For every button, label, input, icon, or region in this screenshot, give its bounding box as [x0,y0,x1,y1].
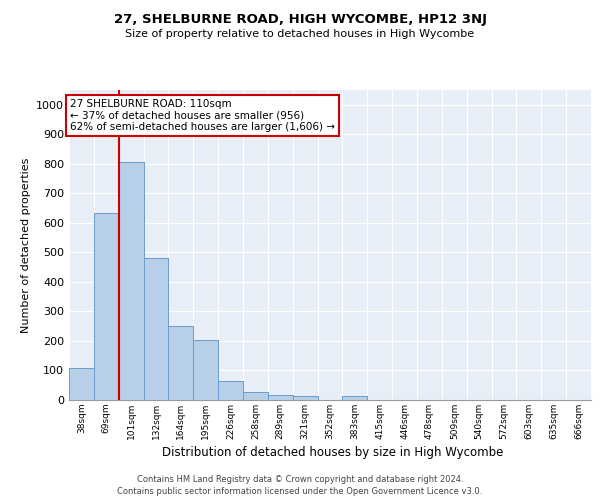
Bar [169,326,193,400]
Bar [94,212,119,400]
Text: 27 SHELBURNE ROAD: 110sqm
← 37% of detached houses are smaller (956)
62% of semi: 27 SHELBURNE ROAD: 110sqm ← 37% of detac… [70,99,335,132]
Bar [193,340,218,400]
Bar [243,392,268,400]
Bar [143,258,169,400]
Bar [69,368,94,400]
Y-axis label: Number of detached properties: Number of detached properties [20,158,31,332]
Bar [119,162,143,400]
Bar [119,162,143,400]
Bar [143,258,169,400]
Text: Contains public sector information licensed under the Open Government Licence v3: Contains public sector information licen… [118,486,482,496]
Bar [94,212,119,400]
Bar [193,340,218,400]
Bar [293,396,317,400]
Bar [343,396,367,400]
Bar [268,394,293,400]
Text: 27, SHELBURNE ROAD, HIGH WYCOMBE, HP12 3NJ: 27, SHELBURNE ROAD, HIGH WYCOMBE, HP12 3… [113,12,487,26]
Text: Size of property relative to detached houses in High Wycombe: Size of property relative to detached ho… [125,29,475,39]
Bar [218,382,243,400]
Bar [218,382,243,400]
Text: Distribution of detached houses by size in High Wycombe: Distribution of detached houses by size … [163,446,503,459]
Bar [169,326,193,400]
Bar [293,396,317,400]
Bar [268,394,293,400]
Bar [69,368,94,400]
Bar [343,396,367,400]
Bar [243,392,268,400]
Text: Contains HM Land Registry data © Crown copyright and database right 2024.: Contains HM Land Registry data © Crown c… [137,476,463,484]
